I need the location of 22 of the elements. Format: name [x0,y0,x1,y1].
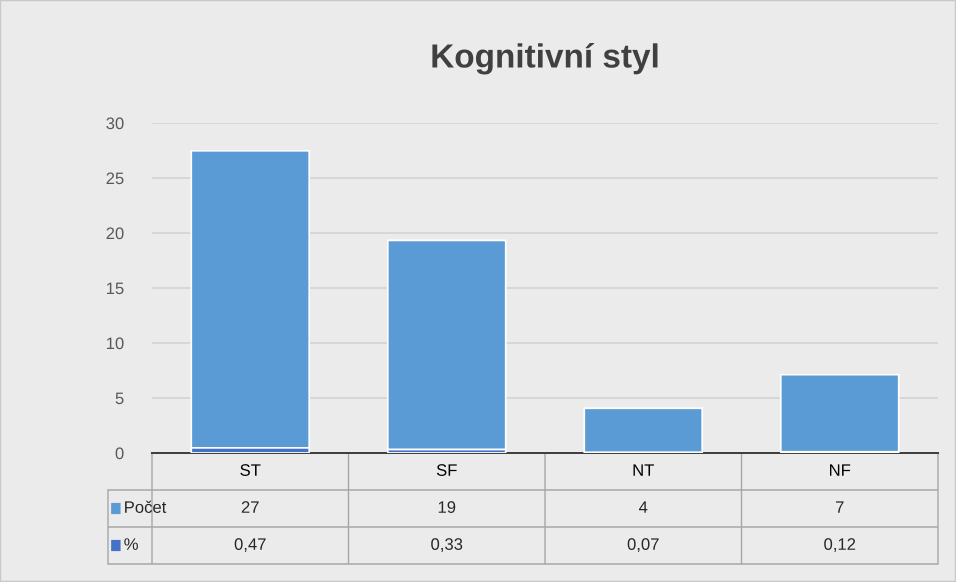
y-tick-label: 20 [106,227,124,240]
y-tick-label: 30 [106,117,124,130]
data-label: 7 [836,501,844,513]
data-label: 0,12 [824,538,856,552]
chart-title: Kognitivní styl [432,42,658,75]
y-tick-label: 10 [106,337,124,350]
data-label: 0,07 [628,538,659,552]
data-label: 0,33 [431,538,462,552]
x-tick-label: ST [240,464,261,476]
y-tick-label: 5 [116,392,124,404]
data-label: 27 [242,501,259,513]
y-tick-label: 25 [106,172,124,184]
x-tick-label: SF [436,464,457,476]
data-label: 4 [639,501,648,513]
x-tick-label: NF [830,464,850,476]
legend-label: Počet [125,500,166,513]
x-tick-label: NT [634,464,654,476]
data-label: 19 [438,501,456,513]
data-label: 0,47 [234,538,266,552]
legend-label: % [124,538,138,550]
y-tick-label: 0 [116,447,124,460]
y-tick-label: 15 [106,282,124,294]
